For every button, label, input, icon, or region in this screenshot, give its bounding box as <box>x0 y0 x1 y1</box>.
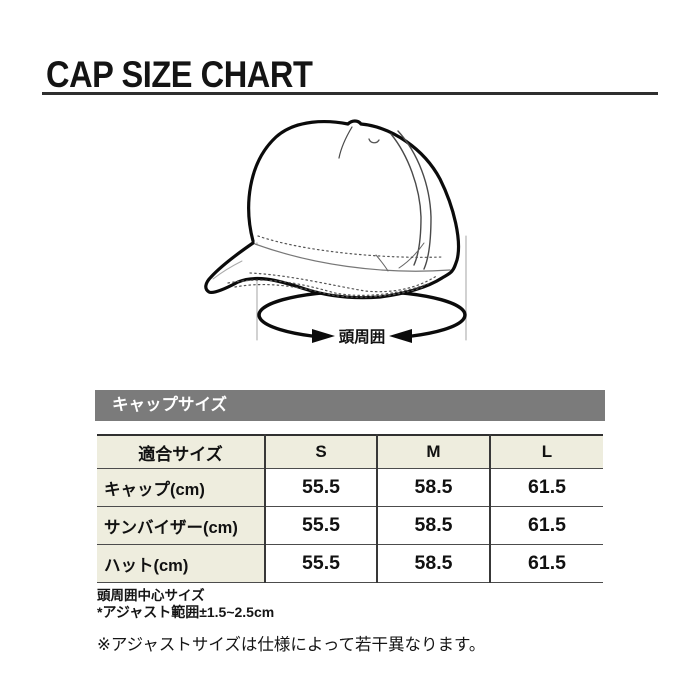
cell-visor-m: 58.5 <box>376 506 490 545</box>
column-header-s: S <box>264 435 377 469</box>
arrowhead-left-icon <box>312 329 335 343</box>
brim-seam <box>254 243 451 272</box>
cap-diagram: 頭周囲 <box>204 119 467 346</box>
cell-visor-l: 61.5 <box>489 506 603 545</box>
footnote-adjust-disclaimer: ※アジャストサイズは仕様によって若干異なります。 <box>97 636 486 654</box>
wrinkle-line-2 <box>375 254 389 272</box>
cell-hat-l: 61.5 <box>489 544 603 583</box>
stitch-brim-1 <box>249 272 439 293</box>
column-header-m: M <box>376 435 490 469</box>
row-label-sun-visor: サンバイザー(cm) <box>97 506 265 545</box>
section-header-band: キャップサイズ <box>95 390 605 421</box>
head-circumference-label: 頭周囲 <box>339 328 386 346</box>
cap-brim <box>205 243 452 298</box>
title-divider <box>42 92 658 95</box>
size-table: 適合サイズ S M L キャップ(cm) 55.5 58.5 61.5 サンバイ… <box>97 434 603 583</box>
footnote-adjust-range: *アジャスト範囲±1.5~2.5cm <box>97 604 275 620</box>
cap-button-icon <box>368 138 380 144</box>
cell-visor-s: 55.5 <box>264 506 377 545</box>
footnote-head-circumference: 頭周囲中心サイズ <box>97 588 205 603</box>
column-header-l: L <box>489 435 603 469</box>
arrowhead-right-icon <box>389 329 412 343</box>
section-heading-label: キャップサイズ <box>112 396 228 414</box>
brim-tip-highlight <box>212 260 243 280</box>
row-label-hat: ハット(cm) <box>97 544 265 583</box>
stitch-brim-2 <box>227 279 431 296</box>
page-title: CAP SIZE CHART <box>46 54 313 95</box>
stitch-brim-3 <box>234 283 424 298</box>
cap-brim-outline <box>204 241 454 300</box>
row-label-cap: キャップ(cm) <box>97 468 265 507</box>
front-panel-seam <box>338 126 353 159</box>
side-panel-seam-1 <box>397 130 432 270</box>
column-header-fit-size: 適合サイズ <box>97 435 265 469</box>
table-row-cap: キャップ(cm) 55.5 58.5 61.5 <box>97 468 603 507</box>
table-header-row: 適合サイズ S M L <box>97 435 603 469</box>
cell-cap-l: 61.5 <box>489 468 603 507</box>
table-row-hat: ハット(cm) 55.5 58.5 61.5 <box>97 544 603 583</box>
cell-hat-m: 58.5 <box>376 544 490 583</box>
cap-crown <box>248 121 459 273</box>
side-panel-seam-2 <box>390 133 422 266</box>
cell-cap-m: 58.5 <box>376 468 490 507</box>
cell-cap-s: 55.5 <box>264 468 377 507</box>
cell-hat-s: 55.5 <box>264 544 377 583</box>
stitch-front <box>257 235 443 258</box>
table-row-sun-visor: サンバイザー(cm) 55.5 58.5 61.5 <box>97 506 603 545</box>
cap-crown-outline <box>247 119 461 273</box>
